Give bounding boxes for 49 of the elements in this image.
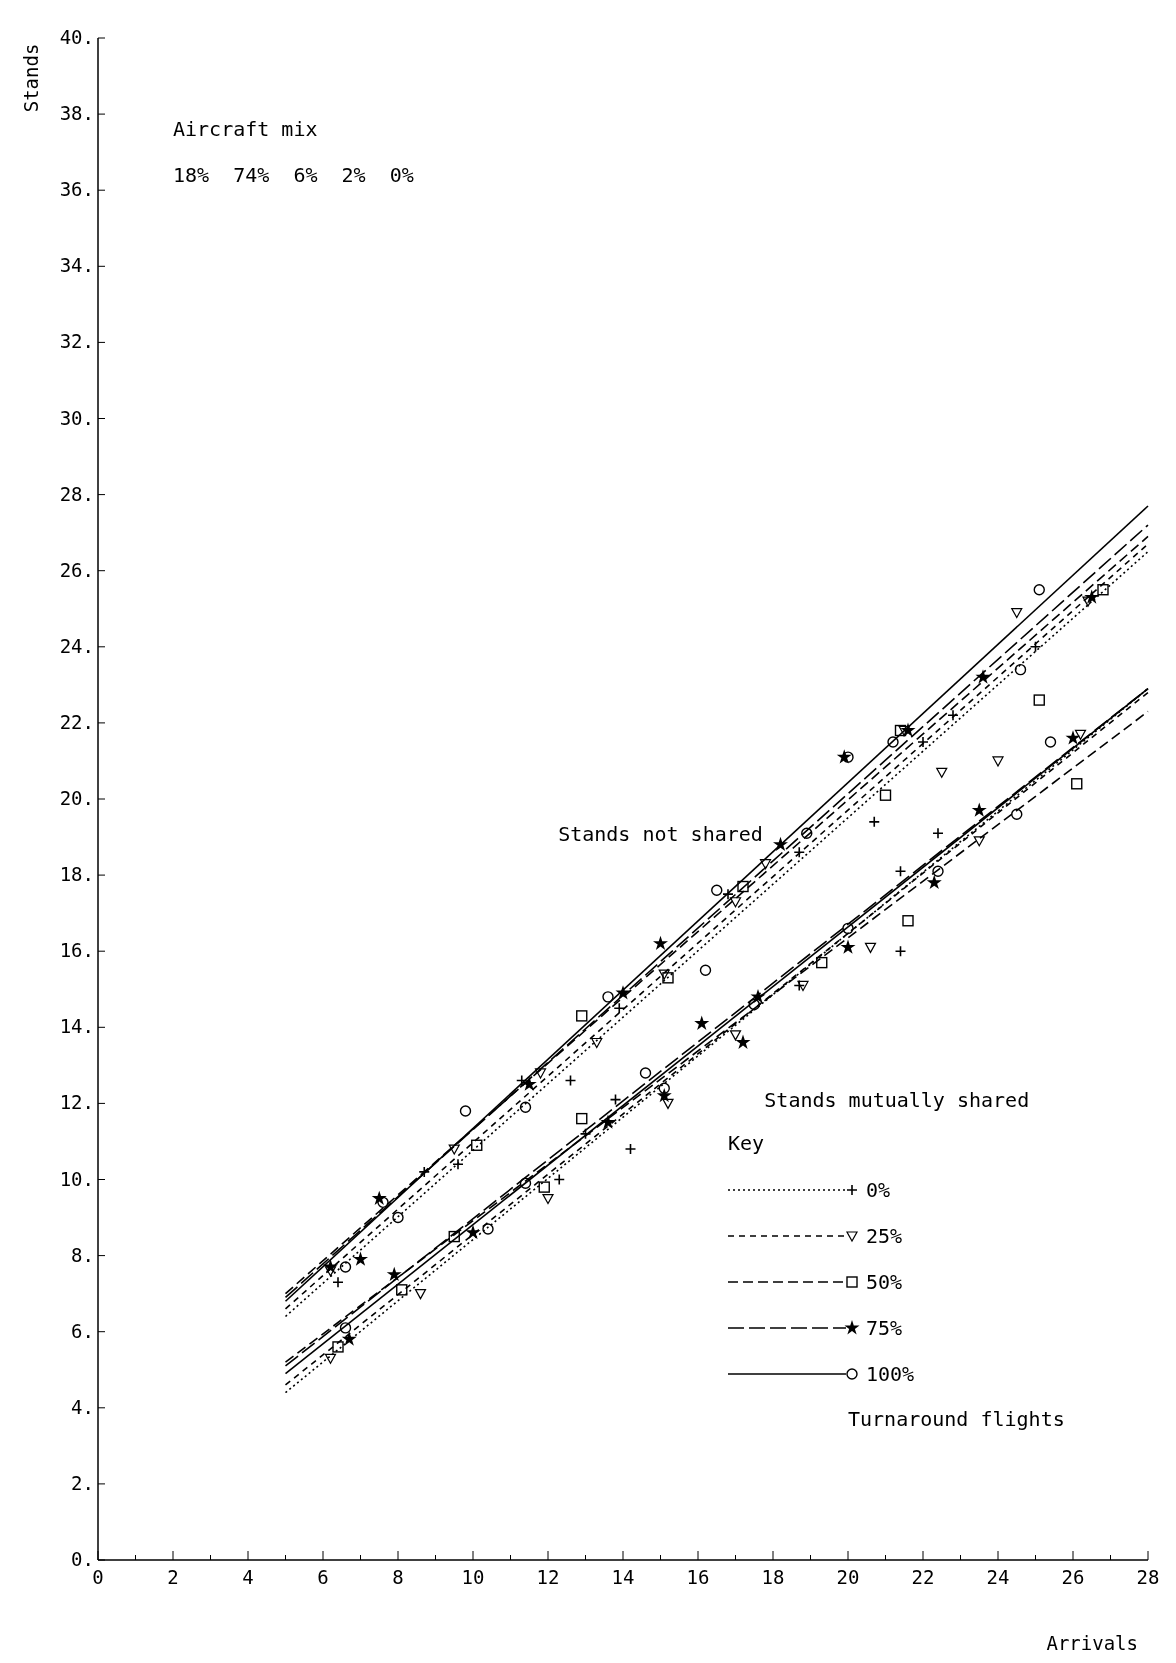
y-tick-label: 26. — [59, 558, 94, 581]
y-tick-label: 30. — [59, 406, 94, 429]
annotation: Stands not shared — [558, 821, 763, 846]
x-tick-label: 4 — [242, 1566, 254, 1588]
legend-label: 50% — [866, 1270, 903, 1294]
legend-title: Key — [728, 1131, 765, 1155]
y-tick-label: 2. — [71, 1471, 94, 1494]
y-axis-title: Stands — [20, 43, 42, 113]
x-tick-label: 0 — [92, 1566, 104, 1588]
y-tick-label: 36. — [59, 178, 94, 201]
y-tick-label: 4. — [71, 1395, 94, 1418]
y-tick-label: 10. — [59, 1167, 94, 1190]
x-tick-label: 6 — [317, 1566, 329, 1588]
y-tick-label: 22. — [59, 710, 94, 733]
x-tick-label: 24 — [986, 1566, 1010, 1588]
annotation: Stands mutually shared — [764, 1088, 1030, 1113]
y-tick-label: 28. — [59, 482, 94, 505]
x-tick-label: 26 — [1061, 1566, 1085, 1588]
y-tick-label: 12. — [59, 1091, 94, 1114]
annotation: 18% 74% 6% 2% 0% — [173, 163, 414, 187]
x-tick-label: 28 — [1136, 1566, 1160, 1588]
y-tick-label: 40. — [59, 26, 94, 48]
legend-label: 75% — [866, 1316, 903, 1340]
x-tick-label: 20 — [836, 1566, 860, 1588]
y-tick-label: 6. — [71, 1319, 94, 1342]
x-tick-label: 10 — [461, 1566, 485, 1588]
y-tick-label: 34. — [59, 254, 94, 277]
y-tick-label: 14. — [59, 1015, 94, 1038]
y-tick-label: 18. — [59, 863, 94, 886]
x-tick-label: 14 — [611, 1566, 635, 1588]
y-tick-label: 38. — [59, 102, 94, 125]
y-tick-label: 16. — [59, 939, 94, 962]
legend-label: 25% — [866, 1224, 903, 1248]
x-tick-label: 16 — [686, 1566, 710, 1588]
y-tick-label: 32. — [59, 330, 94, 353]
x-tick-label: 8 — [392, 1566, 404, 1588]
y-tick-label: 8. — [71, 1243, 94, 1266]
x-tick-label: 12 — [536, 1566, 560, 1588]
legend-label: 100% — [866, 1362, 915, 1386]
annotation: Aircraft mix — [173, 117, 318, 141]
y-tick-label: 20. — [59, 787, 94, 809]
y-tick-label: 0. — [71, 1548, 94, 1570]
x-tick-label: 18 — [761, 1566, 785, 1588]
y-tick-label: 24. — [59, 634, 94, 657]
x-tick-label: 2 — [167, 1566, 179, 1588]
x-axis-title: Arrivals — [1046, 1632, 1138, 1654]
legend-label: 0% — [866, 1178, 891, 1202]
x-tick-label: 22 — [911, 1566, 935, 1588]
annotation: Turnaround flights — [848, 1407, 1065, 1431]
